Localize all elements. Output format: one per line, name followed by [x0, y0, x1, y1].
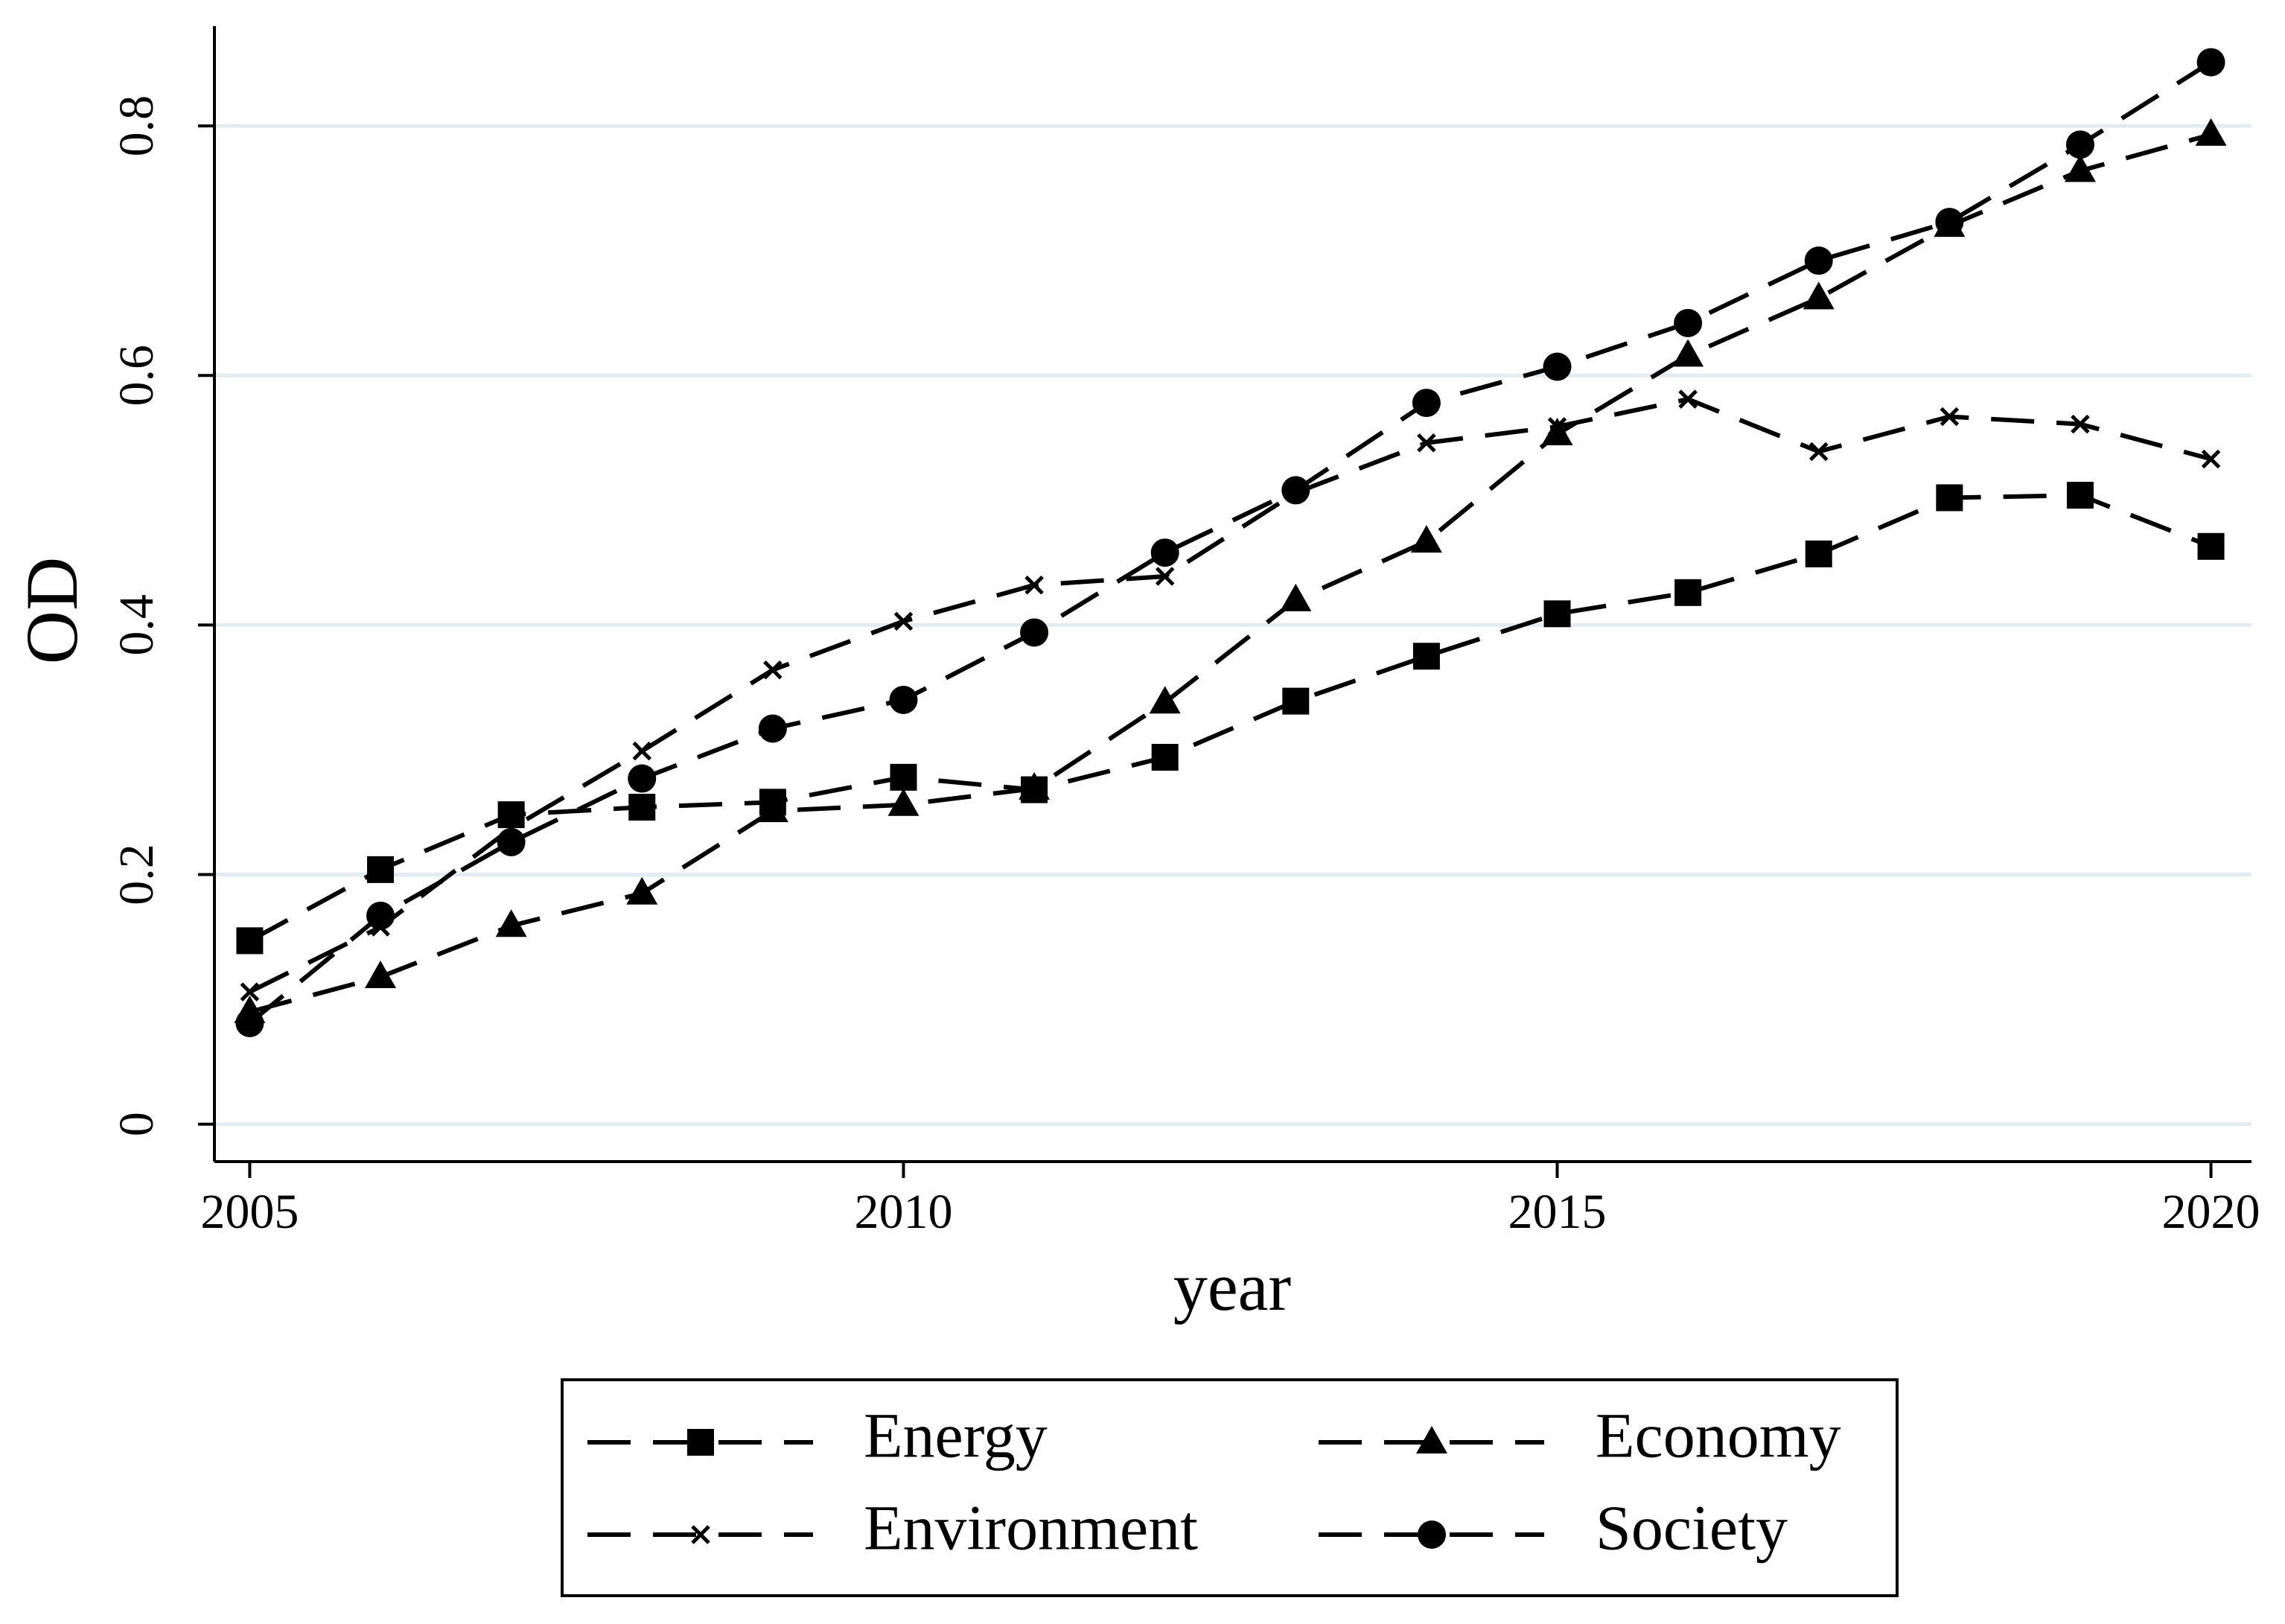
marker-square	[1412, 643, 1440, 670]
marker-circle	[628, 764, 657, 793]
marker-x	[240, 982, 260, 1002]
legend-label: Economy	[1596, 1400, 1841, 1471]
x-axis-label: year	[1173, 1249, 1291, 1325]
marker-circle	[1543, 352, 1572, 381]
marker-circle	[1281, 476, 1310, 505]
legend-box	[561, 1378, 1899, 1597]
y-tick-label: 0.2	[109, 844, 164, 905]
marker-circle	[497, 827, 526, 856]
marker-triangle	[1803, 281, 1835, 310]
marker-triangle	[756, 795, 788, 823]
marker-triangle	[887, 788, 920, 816]
legend-marker	[691, 1525, 710, 1544]
marker-square	[1936, 484, 1963, 512]
marker-circle	[758, 714, 787, 743]
x-tick-label: 2020	[2162, 1185, 2260, 1239]
marker-square	[2066, 482, 2094, 509]
series-line	[248, 493, 2212, 943]
y-tick-label: 0	[109, 1112, 164, 1136]
marker-square	[1674, 579, 1702, 606]
marker-x	[2201, 449, 2221, 469]
legend-marker	[687, 1429, 714, 1456]
marker-circle	[1804, 246, 1833, 276]
x-tick-label: 2010	[854, 1185, 952, 1239]
marker-x	[1547, 417, 1567, 436]
marker-circle	[366, 901, 395, 930]
marker-triangle	[1672, 339, 1704, 367]
y-tick-label: 0.6	[109, 345, 164, 407]
legend-marker	[1416, 1426, 1447, 1453]
marker-circle	[235, 1008, 264, 1037]
marker-square	[497, 801, 525, 829]
marker-x	[632, 741, 652, 761]
marker-square	[1543, 600, 1571, 628]
marker-circle	[1674, 308, 1703, 337]
y-tick-label: 0.8	[109, 95, 164, 157]
marker-square	[890, 763, 917, 791]
marker-triangle	[1541, 417, 1573, 445]
marker-circle	[1150, 538, 1179, 567]
legend-label: Society	[1596, 1492, 1788, 1564]
marker-square	[236, 927, 264, 955]
marker-square	[1151, 744, 1179, 771]
marker-triangle	[495, 909, 527, 937]
marker-x	[1940, 407, 1960, 427]
marker-square	[367, 856, 395, 883]
marker-triangle	[2064, 154, 2096, 182]
marker-square	[628, 794, 656, 821]
marker-x	[1417, 433, 1436, 453]
marker-circle	[2196, 48, 2225, 77]
marker-triangle	[1149, 686, 1181, 714]
marker-x	[1808, 442, 1829, 462]
series-line	[249, 132, 2212, 1014]
marker-x	[763, 660, 783, 680]
marker-triangle	[1410, 525, 1442, 553]
marker-x	[893, 611, 914, 631]
marker-square	[1805, 540, 1832, 567]
legend-marker	[1418, 1520, 1446, 1549]
marker-triangle	[2195, 118, 2227, 146]
marker-x	[1024, 576, 1044, 595]
legend-label: Environment	[864, 1492, 1198, 1564]
marker-triangle	[1280, 583, 1312, 611]
marker-circle	[1412, 389, 1441, 418]
x-tick-label: 2015	[1508, 1185, 1607, 1239]
y-tick-label: 0.4	[109, 594, 164, 656]
marker-x	[1678, 389, 1698, 409]
marker-square	[1282, 687, 1310, 715]
marker-circle	[1020, 618, 1049, 647]
marker-x	[1155, 567, 1175, 586]
x-tick-label: 2005	[200, 1185, 299, 1239]
marker-circle	[889, 685, 918, 714]
marker-square	[2197, 532, 2225, 560]
marker-circle	[2065, 130, 2094, 159]
marker-triangle	[365, 960, 397, 988]
series-line	[249, 396, 2212, 994]
marker-triangle	[1019, 771, 1051, 800]
marker-triangle	[626, 876, 658, 905]
legend-label: Energy	[864, 1400, 1048, 1471]
marker-circle	[1935, 208, 1964, 237]
marker-x	[2071, 414, 2090, 434]
y-axis-label: OD	[10, 557, 93, 664]
